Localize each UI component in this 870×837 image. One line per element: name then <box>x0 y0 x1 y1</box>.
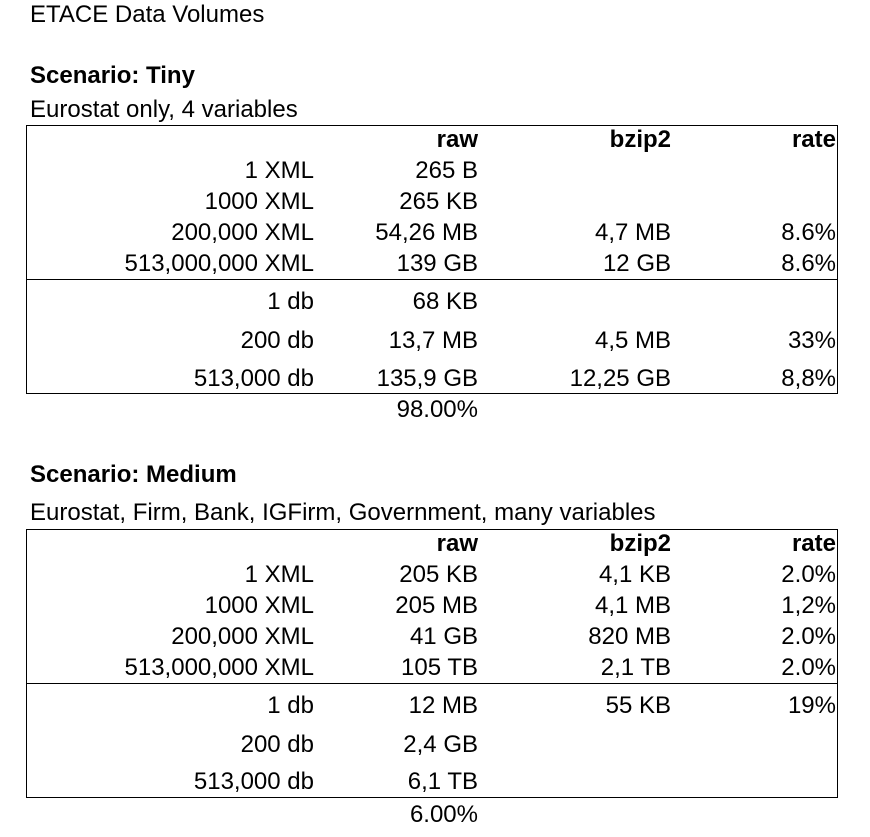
tiny-db_rows-row-1-col-1: 13,7 MB <box>388 327 478 354</box>
tiny-db_rows-row-1-col-0: 200 db <box>240 327 314 354</box>
tiny-xml_rows-row-0-col-1: 265 B <box>415 157 478 184</box>
medium-xml_rows-row-2-col-0: 200,000 XML <box>171 623 314 650</box>
tiny-footer-percent: 98.00% <box>396 396 478 423</box>
medium-xml_rows-row-0-col-1: 205 KB <box>399 561 478 588</box>
medium-header-2: rate <box>791 530 836 557</box>
medium-db_rows-row-0-col-0: 1 db <box>267 692 314 719</box>
medium-xml_rows-row-0-col-3: 2.0% <box>781 561 836 588</box>
medium-xml_rows-row-2-col-3: 2.0% <box>781 623 836 650</box>
medium-xml_rows-row-3-col-2: 2,1 TB <box>600 654 671 681</box>
medium-header-0: raw <box>436 530 478 557</box>
tiny-db_rows-row-1-col-3: 33% <box>787 327 836 354</box>
tiny-table-divider <box>26 279 838 280</box>
medium-db_rows-row-2-col-1: 6,1 TB <box>407 768 478 795</box>
medium-db_rows-row-1-col-1: 2,4 GB <box>403 731 478 758</box>
medium-xml_rows-row-1-col-3: 1,2% <box>781 592 836 619</box>
tiny-xml_rows-row-0-col-0: 1 XML <box>244 157 314 184</box>
tiny-header-2: rate <box>791 126 836 153</box>
tiny-scenario-subtitle: Eurostat only, 4 variables <box>30 96 298 123</box>
medium-xml_rows-row-3-col-3: 2.0% <box>781 654 836 681</box>
medium-db_rows-row-0-col-3: 19% <box>787 692 836 719</box>
medium-scenario-heading: Scenario: Medium <box>30 461 237 488</box>
medium-header-1: bzip2 <box>609 530 671 557</box>
medium-xml_rows-row-2-col-2: 820 MB <box>588 623 671 650</box>
tiny-db_rows-row-2-col-0: 513,000 db <box>193 365 314 392</box>
tiny-xml_rows-row-1-col-1: 265 KB <box>399 188 478 215</box>
tiny-xml_rows-row-2-col-3: 8.6% <box>781 219 836 246</box>
medium-xml_rows-row-3-col-0: 513,000,000 XML <box>124 654 314 681</box>
medium-db_rows-row-0-col-1: 12 MB <box>408 692 478 719</box>
medium-scenario-subtitle: Eurostat, Firm, Bank, IGFirm, Government… <box>30 499 656 526</box>
medium-xml_rows-row-1-col-1: 205 MB <box>395 592 478 619</box>
medium-xml_rows-row-0-col-2: 4,1 KB <box>598 561 671 588</box>
medium-xml_rows-row-3-col-1: 105 TB <box>401 654 478 681</box>
document-title: ETACE Data Volumes <box>30 1 265 28</box>
medium-xml_rows-row-2-col-1: 41 GB <box>409 623 478 650</box>
tiny-xml_rows-row-1-col-0: 1000 XML <box>204 188 314 215</box>
tiny-db_rows-row-2-col-1: 135,9 GB <box>376 365 478 392</box>
medium-db_rows-row-1-col-0: 200 db <box>240 731 314 758</box>
tiny-db_rows-row-0-col-0: 1 db <box>267 288 314 315</box>
tiny-xml_rows-row-3-col-2: 12 GB <box>602 250 671 277</box>
tiny-xml_rows-row-2-col-0: 200,000 XML <box>171 219 314 246</box>
tiny-db_rows-row-0-col-1: 68 KB <box>412 288 478 315</box>
tiny-xml_rows-row-2-col-2: 4,7 MB <box>594 219 671 246</box>
tiny-xml_rows-row-3-col-1: 139 GB <box>396 250 478 277</box>
tiny-xml_rows-row-3-col-3: 8.6% <box>781 250 836 277</box>
tiny-scenario-heading: Scenario: Tiny <box>30 62 195 89</box>
tiny-header-1: bzip2 <box>609 126 671 153</box>
tiny-db_rows-row-2-col-3: 8,8% <box>781 365 836 392</box>
tiny-table-frame <box>26 125 838 394</box>
tiny-header-0: raw <box>436 126 478 153</box>
medium-xml_rows-row-1-col-2: 4,1 MB <box>594 592 671 619</box>
tiny-xml_rows-row-3-col-0: 513,000,000 XML <box>124 250 314 277</box>
tiny-db_rows-row-2-col-2: 12,25 GB <box>569 365 671 392</box>
tiny-xml_rows-row-2-col-1: 54,26 MB <box>375 219 478 246</box>
medium-xml_rows-row-0-col-0: 1 XML <box>244 561 314 588</box>
medium-table-frame <box>26 529 838 798</box>
medium-footer-percent: 6.00% <box>409 801 478 828</box>
tiny-db_rows-row-1-col-2: 4,5 MB <box>594 327 671 354</box>
medium-db_rows-row-0-col-2: 55 KB <box>605 692 671 719</box>
medium-db_rows-row-2-col-0: 513,000 db <box>193 768 314 795</box>
medium-table-divider <box>26 683 838 684</box>
medium-xml_rows-row-1-col-0: 1000 XML <box>204 592 314 619</box>
